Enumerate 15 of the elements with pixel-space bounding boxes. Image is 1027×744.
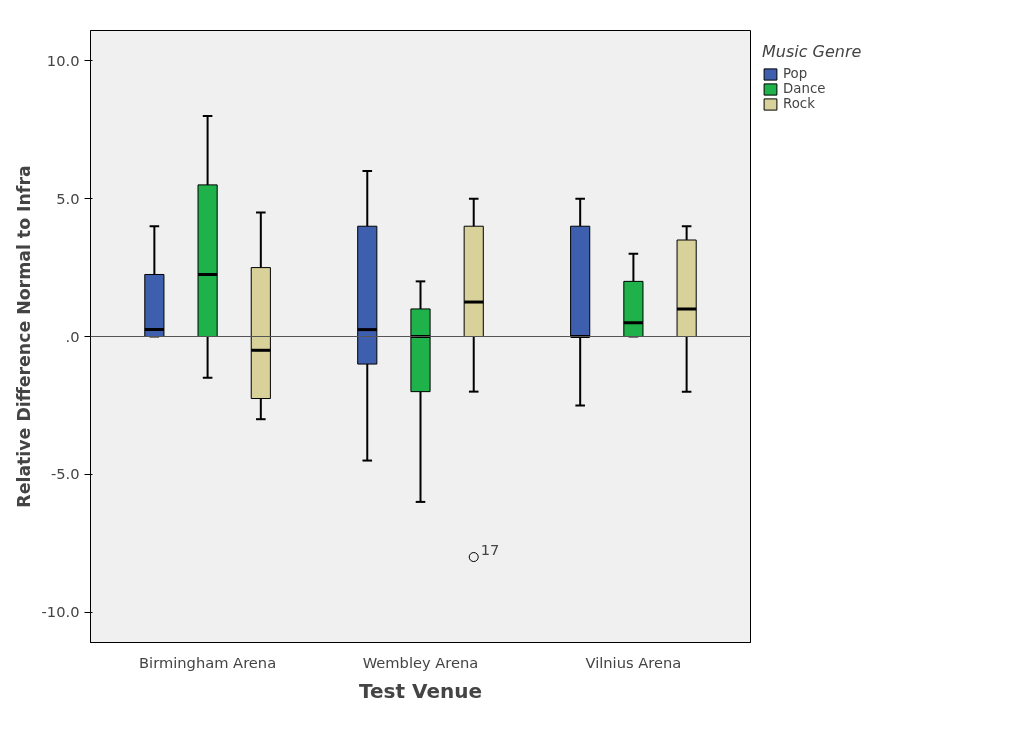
legend-label: Pop — [783, 66, 808, 81]
y-tick-label: -10.0 — [41, 603, 80, 621]
y-tick-label: 10.0 — [46, 51, 80, 69]
x-axis-title: Test Venue — [359, 678, 482, 703]
annotation: 17 — [480, 541, 500, 559]
y-tick-label: -5.0 — [50, 465, 80, 483]
legend-label: Dance — [783, 81, 826, 96]
x-tick-label: Wembley Arena — [362, 653, 479, 671]
y-axis-title: Relative Difference Normal to Infra — [13, 165, 34, 508]
y-tick-label: .0 — [65, 327, 80, 345]
x-tick-label: Birmingham Arena — [139, 653, 277, 671]
legend-label: Rock — [783, 96, 815, 111]
legend-title: Music Genre — [762, 42, 862, 61]
y-tick-label: 5.0 — [56, 189, 80, 207]
x-tick-label: Vilnius Arena — [585, 653, 682, 671]
